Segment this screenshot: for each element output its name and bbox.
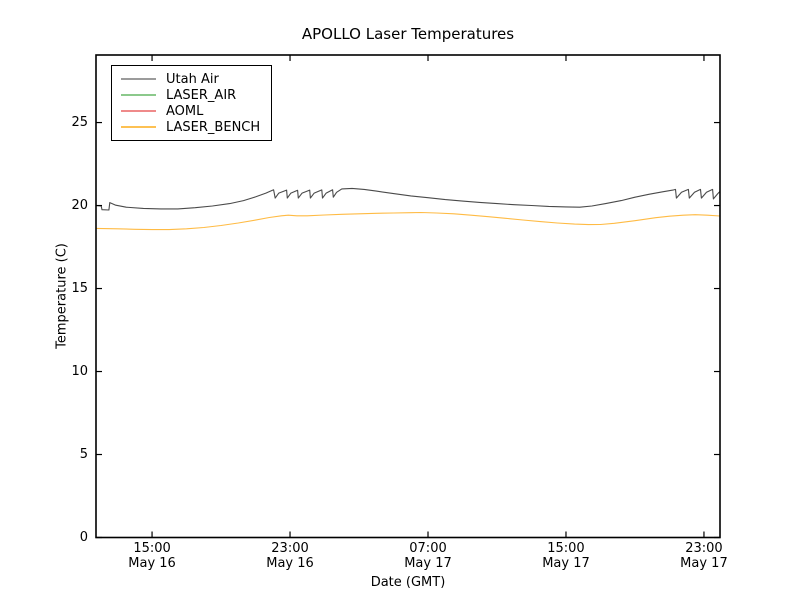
x-tick-label: 23:00 May 17 (680, 541, 728, 571)
x-tick-label: 15:00 May 16 (128, 541, 176, 571)
plot-border (95, 54, 721, 539)
y-tick-label: 20 (71, 197, 88, 213)
y-tick-label: 25 (71, 114, 88, 130)
utah-air-line-sample (121, 78, 156, 80)
series-line-laser-bench (95, 211, 721, 231)
legend-label: AOML (166, 103, 204, 119)
x-tick-label: 23:00 May 16 (266, 541, 314, 571)
laser-air-line-sample (121, 94, 156, 96)
legend-item-utah-air: Utah Air (121, 71, 260, 87)
series-line-utah-air (95, 187, 721, 211)
legend-item-laser-bench: LASER_BENCH (121, 119, 260, 135)
y-tick-label: 15 (71, 280, 88, 296)
legend-box: Utah Air LASER_AIR AOML LASER_BENCH (111, 65, 273, 141)
x-tick-label: 15:00 May 17 (542, 541, 590, 571)
aoml-line-sample (121, 110, 156, 112)
laser-bench-line-sample (121, 126, 156, 128)
legend-label: LASER_AIR (166, 87, 237, 103)
y-tick-label: 0 (79, 529, 88, 545)
chart-title: APOLLO Laser Temperatures (301, 25, 515, 43)
y-tick-label: 5 (79, 446, 88, 462)
x-tick-label: 07:00 May 17 (404, 541, 452, 571)
legend-item-aoml: AOML (121, 103, 260, 119)
y-axis-label: Temperature (C) (54, 243, 70, 349)
legend-item-laser-air: LASER_AIR (121, 87, 260, 103)
legend-label: LASER_BENCH (166, 119, 261, 135)
x-axis-label: Date (GMT) (370, 575, 446, 590)
legend-label: Utah Air (166, 71, 219, 87)
y-tick-label: 10 (71, 363, 88, 379)
